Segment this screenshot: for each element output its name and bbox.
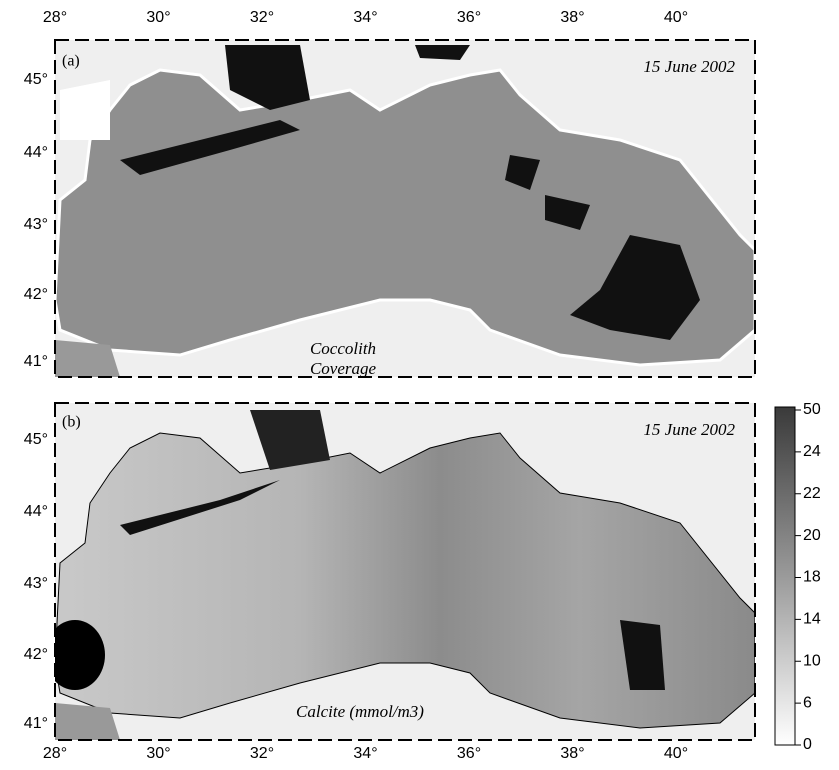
longitude-label: 38° (560, 745, 584, 762)
colorbar-tick-label: 22 (803, 485, 821, 502)
panel-date: 15 June 2002 (643, 57, 735, 76)
panel-date: 15 June 2002 (643, 420, 735, 439)
panel-label: (b) (62, 414, 81, 431)
colorbar-tick-label: 10 (803, 652, 821, 669)
colorbar-tick-label: 20 (803, 527, 821, 544)
colorbar-tick-label: 24 (803, 443, 821, 460)
longitude-label: 30° (146, 745, 170, 762)
longitude-label: 34° (353, 9, 377, 26)
latitude-label: 42° (24, 646, 48, 663)
colorbar-tick-label: 14 (803, 611, 821, 628)
longitude-label: 30° (146, 9, 170, 26)
latitude-label: 44° (24, 503, 48, 520)
latitude-label: 41° (24, 353, 48, 370)
latitude-label: 44° (24, 144, 48, 161)
annotation: Calcite (mmol/m3) (296, 702, 424, 721)
latitude-label: 43° (24, 216, 48, 233)
longitude-label: 40° (664, 9, 688, 26)
longitude-label: 38° (560, 9, 584, 26)
map-b (45, 403, 755, 740)
longitude-label: 36° (457, 9, 481, 26)
colorbar-tick-label: 6 (803, 694, 812, 711)
colorbar-tick-label: 18 (803, 569, 821, 586)
latitude-label: 43° (24, 575, 48, 592)
latitude-label: 45° (24, 71, 48, 88)
latitude-label: 42° (24, 286, 48, 303)
panel-label: (a) (62, 53, 80, 70)
longitude-label: 28° (43, 745, 67, 762)
colorbar (775, 407, 795, 745)
annotation: Coccolith (310, 339, 376, 358)
longitude-label: 36° (457, 745, 481, 762)
map-a (55, 40, 755, 377)
colorbar-tick-label: 0 (803, 736, 812, 753)
latitude-label: 45° (24, 431, 48, 448)
figure: (a) 15 June 2002 Coccolith Coverage (b) … (0, 0, 839, 765)
latitude-label: 41° (24, 715, 48, 732)
longitude-label: 40° (664, 745, 688, 762)
longitude-label: 32° (250, 745, 274, 762)
longitude-label: 34° (353, 745, 377, 762)
colorbar-tick-label: 50 (803, 401, 821, 418)
longitude-label: 32° (250, 9, 274, 26)
longitude-label: 28° (43, 9, 67, 26)
annotation: Coverage (310, 359, 377, 378)
